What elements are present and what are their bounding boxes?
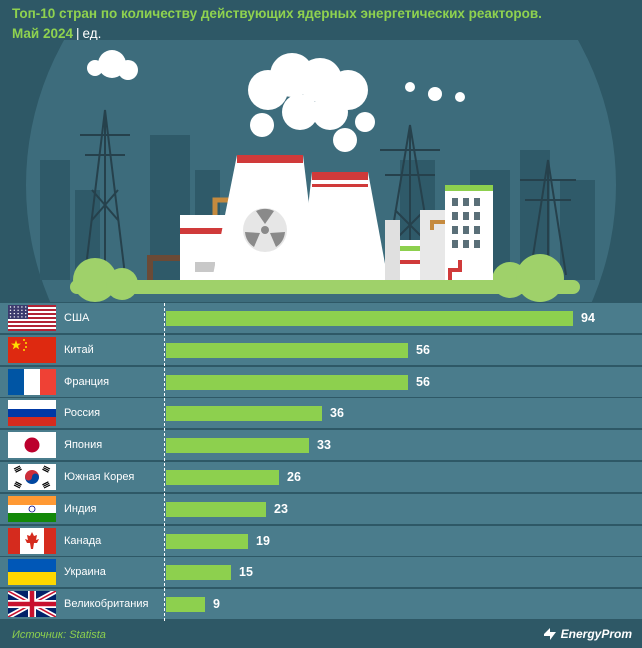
country-label: Япония xyxy=(64,439,103,451)
nuclear-power-plant-icon xyxy=(26,40,616,302)
country-label: Китай xyxy=(64,344,94,356)
bar xyxy=(166,406,322,421)
country-label: США xyxy=(64,312,90,324)
russia-flag-icon xyxy=(8,400,56,426)
data-label: 56 xyxy=(416,375,430,389)
table-row: Россия 36 xyxy=(0,398,642,428)
title-main: Топ-10 стран по количеству действующих я… xyxy=(12,6,542,21)
country-label: Великобритания xyxy=(64,598,149,610)
data-label: 33 xyxy=(317,438,331,452)
table-row: Индия 23 xyxy=(0,494,642,524)
country-label: Индия xyxy=(64,503,97,515)
table-row: Канада 19 xyxy=(0,526,642,556)
bar xyxy=(166,311,573,326)
bar xyxy=(166,375,408,390)
chart-axis-line xyxy=(164,303,165,621)
smoke-cloud-icon xyxy=(87,50,465,152)
canada-flag-icon xyxy=(8,528,56,554)
title-period: Май 2024 xyxy=(12,26,74,41)
ground-strip xyxy=(70,280,580,294)
source-note: Источник: Statista xyxy=(12,629,106,641)
data-label: 19 xyxy=(256,534,270,548)
country-label: Франция xyxy=(64,376,110,388)
energyprom-logo-icon xyxy=(543,628,556,640)
title-separator: | xyxy=(76,26,80,41)
bar xyxy=(166,438,309,453)
table-row: Китай 56 xyxy=(0,335,642,365)
data-label: 15 xyxy=(239,565,253,579)
data-label: 94 xyxy=(581,311,595,325)
uk-flag-icon xyxy=(8,591,56,617)
power-pylon-icon xyxy=(80,109,576,276)
bar xyxy=(166,502,266,517)
bar xyxy=(166,565,231,580)
bar xyxy=(166,597,205,612)
data-label: 9 xyxy=(213,597,220,611)
country-label: Украина xyxy=(64,566,106,578)
table-row: Украина 15 xyxy=(0,557,642,587)
data-label: 26 xyxy=(287,470,301,484)
data-label: 36 xyxy=(330,406,344,420)
bar xyxy=(166,343,408,358)
data-label: 56 xyxy=(416,343,430,357)
chart-title: Топ-10 стран по количеству действующих я… xyxy=(12,4,632,44)
data-label: 23 xyxy=(274,502,288,516)
title-unit: ед. xyxy=(82,26,102,41)
brand-name: EnergyProm xyxy=(560,627,632,641)
bar xyxy=(166,534,248,549)
country-label: Россия xyxy=(64,407,101,419)
radiation-icon xyxy=(243,208,287,252)
table-row: Южная Корея 26 xyxy=(0,462,642,492)
japan-flag-icon xyxy=(8,432,56,458)
usa-flag-icon xyxy=(8,305,56,331)
table-row: Япония 33 xyxy=(0,430,642,460)
reactor-building-icon xyxy=(385,185,493,280)
india-flag-icon xyxy=(8,496,56,522)
ukraine-flag-icon xyxy=(8,559,56,585)
table-row: Франция 56 xyxy=(0,367,642,397)
bar xyxy=(166,470,279,485)
bush-icon xyxy=(73,254,564,302)
country-label: Южная Корея xyxy=(64,471,135,483)
brand-logo: EnergyProm xyxy=(542,627,632,641)
table-row: Великобритания 9 xyxy=(0,589,642,619)
country-label: Канада xyxy=(64,535,102,547)
title-subline: Май 2024 | ед. xyxy=(12,24,632,44)
france-flag-icon xyxy=(8,369,56,395)
table-row: США 94 xyxy=(0,303,642,333)
china-flag-icon xyxy=(8,337,56,363)
south-korea-flag-icon xyxy=(8,464,56,490)
cooling-tower-icon xyxy=(212,155,388,280)
